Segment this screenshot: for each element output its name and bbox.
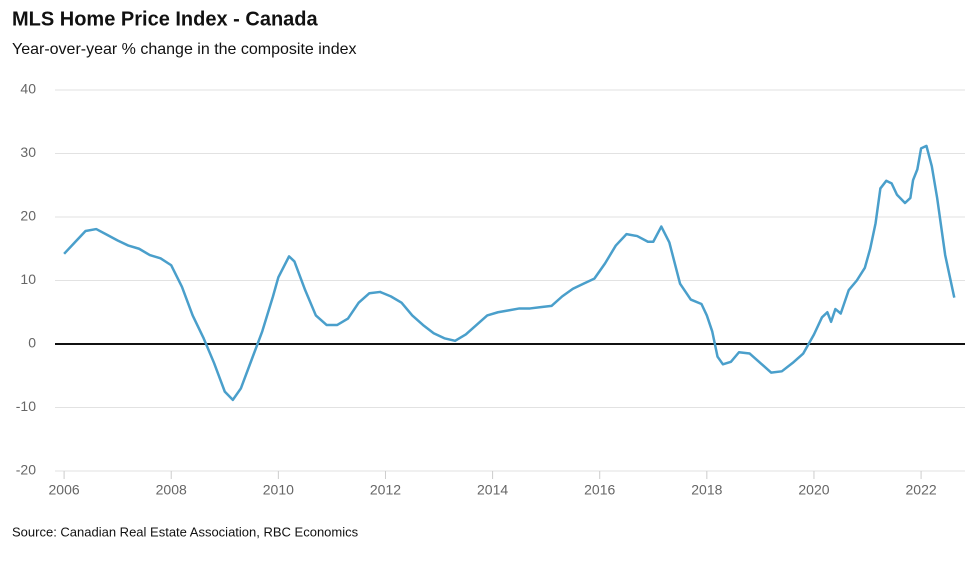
- x-tick-label: 2010: [263, 482, 294, 498]
- y-tick-label: 10: [20, 271, 36, 287]
- x-tick-label: 2016: [584, 482, 615, 498]
- x-tick-label: 2012: [370, 482, 401, 498]
- x-tick-label: 2020: [798, 482, 829, 498]
- source-note: Source: Canadian Real Estate Association…: [12, 524, 359, 539]
- x-tick-label: 2014: [477, 482, 508, 498]
- chart-subtitle: Year-over-year % change in the composite…: [12, 41, 357, 58]
- y-tick-label: 20: [20, 208, 36, 224]
- y-tick-label: -20: [16, 462, 36, 478]
- x-tick-label: 2008: [156, 482, 187, 498]
- x-tick-label: 2018: [691, 482, 722, 498]
- y-tick-label: -10: [16, 398, 36, 414]
- y-tick-label: 30: [20, 144, 36, 160]
- chart-title: MLS Home Price Index - Canada: [12, 8, 319, 30]
- y-tick-label: 40: [20, 81, 36, 97]
- y-tick-label: 0: [28, 335, 36, 351]
- data-line: [63, 144, 956, 402]
- x-tick-label: 2022: [906, 482, 937, 498]
- x-tick-label: 2006: [49, 482, 80, 498]
